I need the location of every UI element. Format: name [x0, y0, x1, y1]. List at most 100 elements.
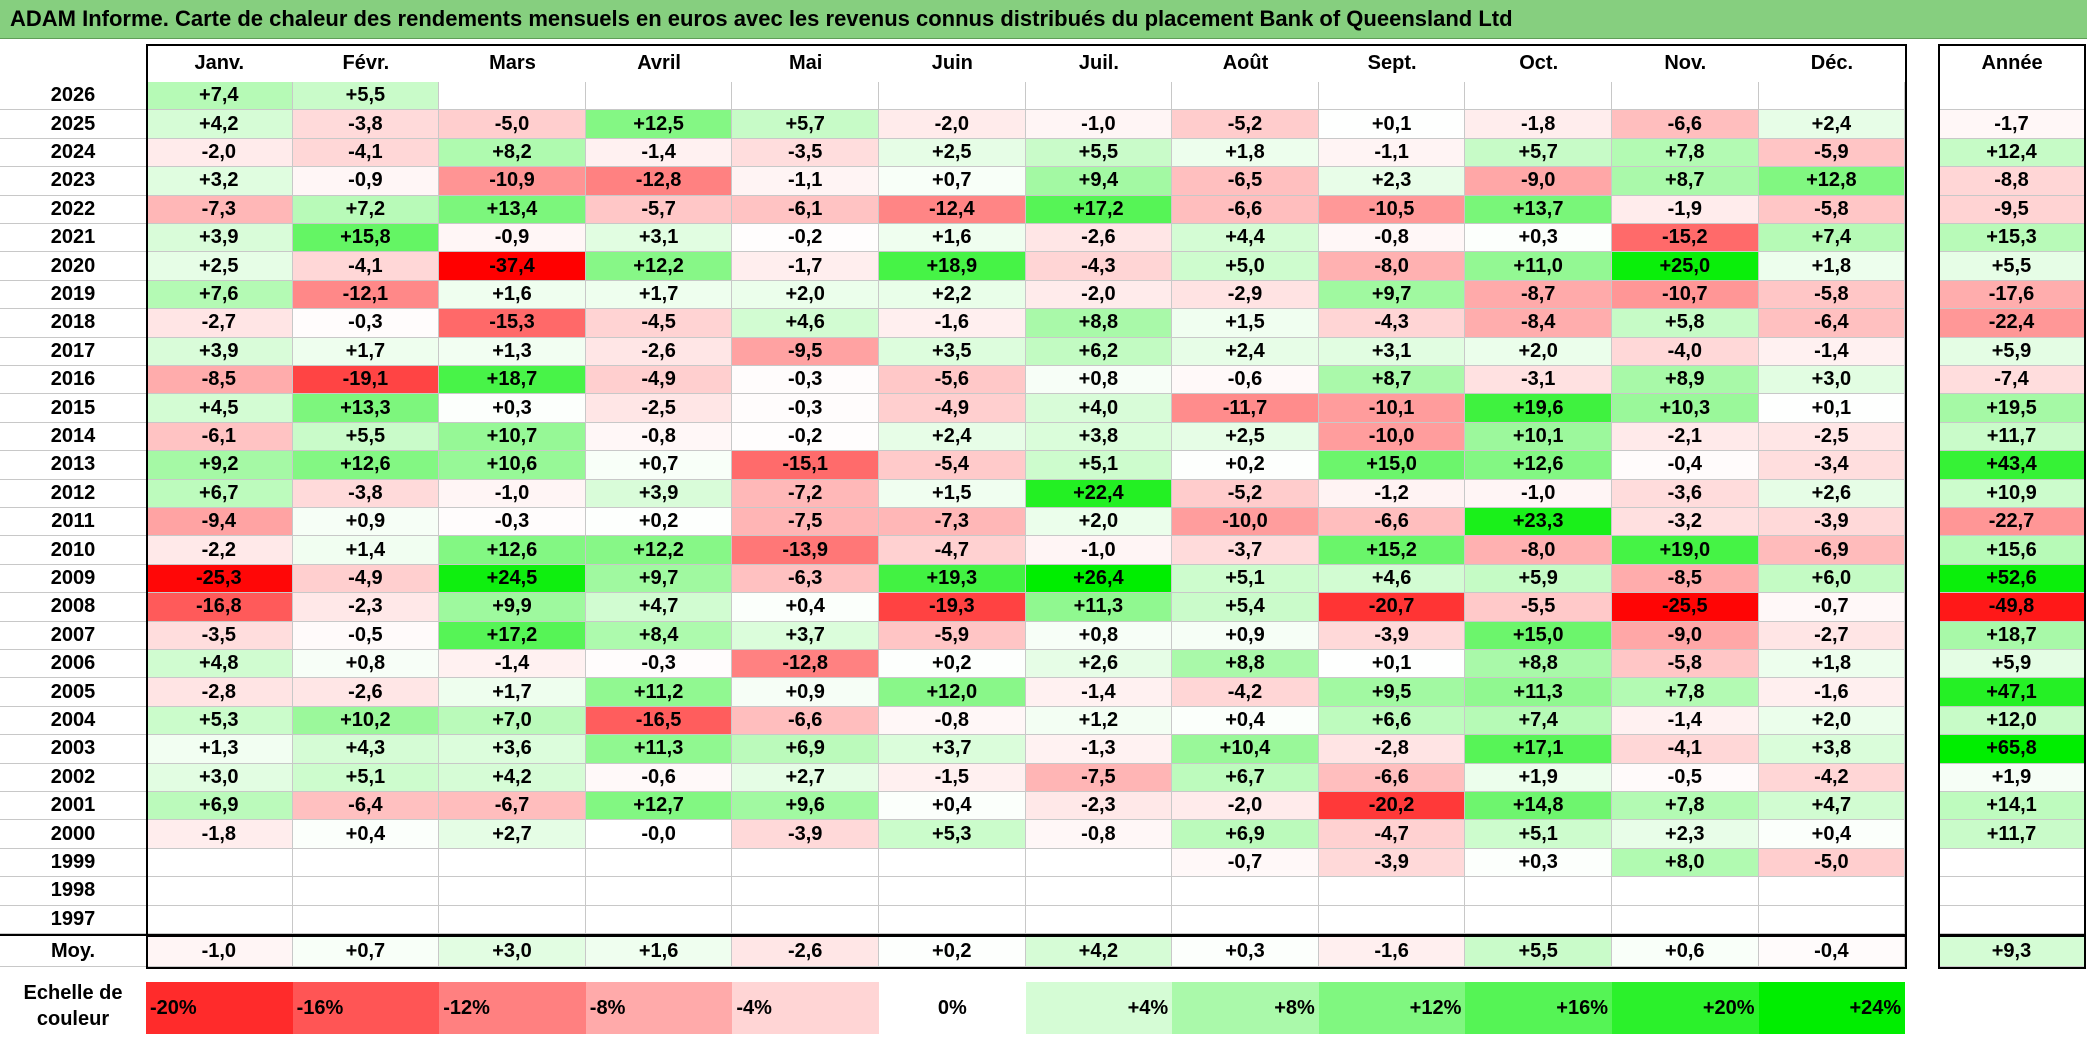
heatmap-cell: -1,8 — [146, 820, 293, 849]
annual-cell: +11,7 — [1938, 820, 2086, 849]
heatmap-cell: -0,7 — [1758, 593, 1906, 622]
heatmap-cell: -4,9 — [585, 366, 733, 395]
heatmap-cell: -15,2 — [1612, 224, 1759, 253]
heatmap-cell: -3,5 — [732, 138, 879, 168]
heatmap-cell: +3,0 — [146, 763, 293, 792]
year-label: 2017 — [0, 338, 146, 366]
heatmap-cell: -9,0 — [1465, 167, 1612, 196]
heatmap-cell: -7,5 — [732, 508, 879, 537]
heatmap-cell: +5,1 — [292, 763, 440, 792]
heatmap-cell: -10,0 — [1318, 422, 1466, 452]
annual-cell: +15,6 — [1938, 536, 2086, 565]
heatmap-cell: -5,6 — [879, 366, 1026, 395]
heatmap-cell: -0,3 — [585, 650, 733, 679]
heatmap-cell: +4,2 — [146, 110, 293, 139]
heatmap-cell: +9,4 — [1025, 167, 1173, 196]
heatmap-cell: -1,0 — [1025, 110, 1173, 139]
heatmap-cell: +7,8 — [1612, 792, 1759, 821]
heatmap-cell: +8,2 — [439, 138, 586, 168]
heatmap-cell: +7,4 — [1465, 706, 1612, 736]
heatmap-cell: +6,9 — [1172, 820, 1319, 849]
annual-cell — [1938, 877, 2086, 906]
heatmap-cell: +2,0 — [1025, 508, 1173, 537]
heatmap-cell: -1,0 — [1025, 536, 1173, 565]
year-label: 2023 — [0, 167, 146, 196]
heatmap-cell: -0,7 — [1172, 848, 1319, 878]
column-header: Déc. — [1810, 51, 1854, 74]
heatmap-cell: +6,9 — [732, 735, 879, 764]
annual-cell: -22,7 — [1938, 508, 2086, 537]
heatmap-cell: -19,1 — [292, 366, 440, 395]
heatmap-cell: +7,6 — [146, 280, 293, 310]
heatmap-cell: -0,6 — [585, 763, 733, 792]
heatmap-cell: +3,2 — [146, 167, 293, 196]
heatmap-cell: +9,7 — [585, 564, 733, 594]
heatmap-cell: +0,4 — [1172, 706, 1319, 736]
heatmap-cell — [292, 877, 440, 906]
heatmap-cell: +0,3 — [1465, 224, 1612, 253]
heatmap-cell: +18,7 — [439, 366, 586, 395]
heatmap-cell: -2,5 — [1758, 422, 1906, 452]
heatmap-cell: -4,9 — [292, 564, 440, 594]
heatmap-cell — [292, 848, 440, 878]
heatmap-cell: +9,9 — [439, 593, 586, 622]
color-scale-swatch: +12% — [1318, 982, 1466, 1034]
heatmap-cell: -6,6 — [1172, 195, 1319, 224]
heatmap-cell: +1,8 — [1758, 252, 1906, 281]
heatmap-cell: +7,8 — [1612, 678, 1759, 707]
annual-cell: -17,6 — [1938, 280, 2086, 310]
heatmap-cell: -2,2 — [146, 536, 293, 565]
annual-cell: +15,3 — [1938, 224, 2086, 253]
annual-cell: +5,9 — [1938, 650, 2086, 679]
heatmap-cell: +11,3 — [585, 735, 733, 764]
heatmap-cell — [585, 905, 733, 934]
heatmap-cell: -6,9 — [1758, 536, 1906, 565]
average-cell: +0,2 — [879, 937, 1026, 967]
year-label: 2022 — [0, 196, 146, 224]
heatmap-cell: -11,7 — [1172, 394, 1319, 423]
heatmap-cell: -5,8 — [1758, 280, 1906, 310]
heatmap-cell: +3,5 — [879, 337, 1026, 366]
heatmap-cell: -9,5 — [732, 337, 879, 366]
heatmap-cell — [732, 877, 879, 906]
heatmap-cell: +0,9 — [292, 508, 440, 537]
heatmap-cell: +5,5 — [1025, 138, 1173, 168]
heatmap-cell: +2,3 — [1318, 167, 1466, 196]
heatmap-cell: -10,7 — [1612, 280, 1759, 310]
heatmap-cell — [1465, 905, 1612, 934]
heatmap-cell: +0,1 — [1318, 110, 1466, 139]
color-scale-label: Echelle de couleur — [23, 982, 123, 1030]
heatmap-cell: +17,2 — [1025, 195, 1173, 224]
heatmap-cell: -0,8 — [585, 422, 733, 452]
heatmap-cell: -2,0 — [1025, 280, 1173, 310]
heatmap-cell: -0,3 — [732, 394, 879, 423]
heatmap-cell: +8,7 — [1318, 366, 1466, 395]
heatmap-cell: +1,5 — [879, 479, 1026, 508]
heatmap-cell — [879, 877, 1026, 906]
heatmap-cell: -1,1 — [1318, 138, 1466, 168]
year-label: 2026 — [0, 82, 146, 111]
heatmap-cell: +4,2 — [439, 763, 586, 792]
annual-cell — [1938, 82, 2086, 111]
heatmap-cell: +0,2 — [1172, 451, 1319, 480]
heatmap-cell: +6,2 — [1025, 337, 1173, 366]
heatmap-cell: +13,4 — [439, 195, 586, 224]
title-bar: ADAM Informe. Carte de chaleur des rende… — [0, 0, 2087, 39]
heatmap-cell — [1025, 877, 1173, 906]
heatmap-cell: -4,7 — [1318, 820, 1466, 849]
year-label: 2002 — [0, 764, 146, 792]
heatmap-cell — [1318, 877, 1466, 906]
heatmap-cell: +0,4 — [732, 593, 879, 622]
heatmap-cell: -8,5 — [146, 366, 293, 395]
heatmap-cell: -19,3 — [879, 593, 1026, 622]
heatmap-cell: -12,4 — [879, 195, 1026, 224]
heatmap-cell: +3,1 — [1318, 337, 1466, 366]
heatmap-cell: -0,0 — [585, 820, 733, 849]
heatmap-cell: -0,8 — [1025, 820, 1173, 849]
year-label: 2021 — [0, 224, 146, 253]
heatmap-cell: -1,4 — [439, 650, 586, 679]
heatmap-cell: -6,4 — [292, 792, 440, 821]
heatmap-cell: -12,8 — [585, 167, 733, 196]
heatmap-cell: -0,4 — [1612, 451, 1759, 480]
heatmap-cell: +4,8 — [146, 650, 293, 679]
